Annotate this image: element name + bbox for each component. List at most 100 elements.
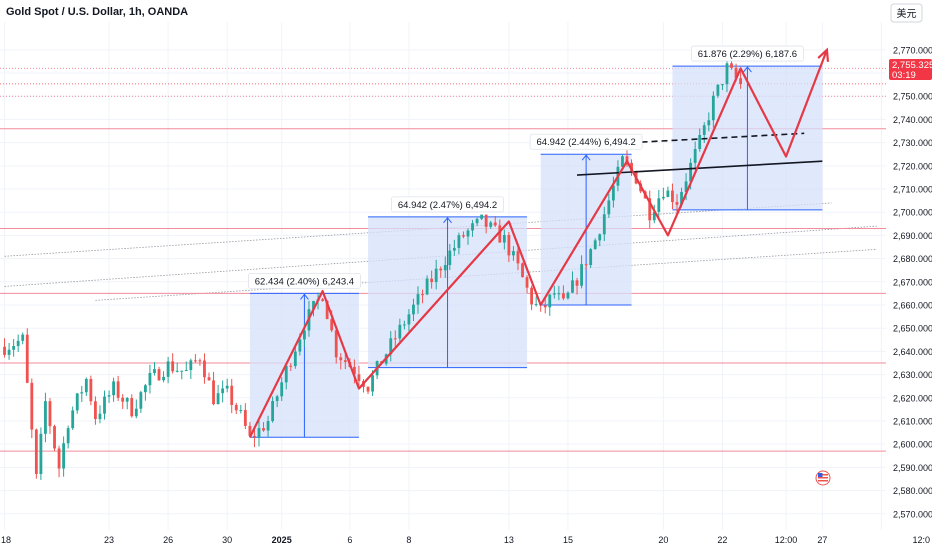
candle-body xyxy=(557,293,561,295)
candle-body xyxy=(284,365,288,383)
measure-arrow-head xyxy=(443,217,452,224)
candle-body xyxy=(371,375,374,392)
candle-body xyxy=(298,339,302,352)
candle-body xyxy=(171,361,175,372)
price-tick-label: 2,600.000 xyxy=(893,440,932,450)
candle-body xyxy=(480,214,484,219)
solid-trend-line xyxy=(576,160,823,176)
time-tick-label: 26 xyxy=(163,535,173,545)
candle-body xyxy=(148,372,152,386)
candle-body xyxy=(330,319,334,331)
price-tick-label: 2,680.000 xyxy=(893,254,932,264)
price-tick-label: 2,590.000 xyxy=(893,463,932,473)
candle-body xyxy=(661,196,665,199)
candle-body xyxy=(30,382,34,430)
candle-body xyxy=(157,369,161,381)
candle-body xyxy=(512,251,515,256)
candle-body xyxy=(212,380,215,405)
candle-body xyxy=(698,134,702,150)
candle-body xyxy=(580,264,583,286)
price-tick-label: 2,690.000 xyxy=(893,231,932,241)
candle-body xyxy=(339,357,343,361)
time-tick-label: 15 xyxy=(563,535,573,545)
time-tick-label: 6 xyxy=(347,535,352,545)
current-price-value: 2,755.325 xyxy=(892,60,932,71)
candle-body xyxy=(548,294,552,308)
candle-body xyxy=(198,360,202,362)
candle-body xyxy=(112,381,115,396)
candle-body xyxy=(666,190,670,197)
candle-body xyxy=(303,330,306,340)
zigzag-path xyxy=(248,49,828,438)
time-tick-label: 12:00 xyxy=(775,535,798,545)
time-tick-label: 23 xyxy=(104,535,114,545)
price-tick-label: 2,750.000 xyxy=(893,92,932,102)
measure-arrow-head xyxy=(300,293,309,300)
measure-label-box xyxy=(691,45,804,62)
candle-body xyxy=(44,401,47,434)
measure-label-box xyxy=(529,133,643,150)
candle-body xyxy=(266,421,270,431)
candle-body xyxy=(648,198,652,221)
candle-body xyxy=(71,410,75,429)
candle-body xyxy=(630,162,633,172)
candle-body xyxy=(402,324,406,326)
price-tick-label: 2,720.000 xyxy=(893,161,932,171)
measure-label-box xyxy=(391,196,504,213)
currency-button[interactable]: 美元 xyxy=(890,3,923,23)
candle-body xyxy=(139,392,143,409)
time-tick-label: 18 xyxy=(1,535,11,545)
time-axis[interactable]: 18 23 26 30 2025 6 8 13 15 20 22 12:00 27 12:0 xyxy=(1,535,930,545)
candle-body xyxy=(457,235,461,248)
price-tick-label: 2,610.000 xyxy=(893,416,932,426)
candle-body xyxy=(275,396,279,401)
candle-body xyxy=(721,84,724,86)
candle-body xyxy=(493,222,497,226)
candle-body xyxy=(502,234,506,243)
candle-body xyxy=(521,263,524,278)
candle-body xyxy=(439,268,443,271)
candle-body xyxy=(289,365,293,367)
candle-body xyxy=(98,413,102,420)
time-tick-label: 8 xyxy=(406,535,411,545)
us-flag-icon[interactable] xyxy=(815,470,831,486)
candle-body xyxy=(684,181,688,192)
time-tick-label: 22 xyxy=(717,535,727,545)
candle-body xyxy=(571,280,574,293)
price-tick-label: 2,770.000 xyxy=(893,45,932,55)
candle-body xyxy=(707,120,711,126)
price-axis[interactable]: 2,570.000 2,580.000 2,590.000 2,600.000 2,61… xyxy=(893,45,932,519)
candle-body xyxy=(462,235,465,237)
price-tick-label: 2,630.000 xyxy=(893,370,932,380)
candle-body xyxy=(184,370,188,372)
candle-body xyxy=(366,386,370,392)
current-price-tag: 2,755.325 03:19 xyxy=(889,59,932,81)
candle-body xyxy=(680,191,683,205)
candle-body xyxy=(561,293,565,299)
price-tick-label: 2,580.000 xyxy=(893,486,932,496)
candle-body xyxy=(675,202,679,205)
measure-labels: 62.434 (2.40%) 6,243.4 64.942 (2.47%) 6,4… xyxy=(248,45,804,289)
candle-body xyxy=(257,428,261,438)
candle-body xyxy=(121,397,125,402)
candle-body xyxy=(352,366,356,375)
measure-boxes[interactable] xyxy=(249,65,823,438)
projection-zigzag[interactable] xyxy=(248,47,830,438)
currency-label: 美元 xyxy=(897,7,917,20)
candle-body xyxy=(216,393,220,405)
candle-body xyxy=(739,78,743,85)
price-tick-label: 2,660.000 xyxy=(893,300,932,310)
price-tick-label: 2,700.000 xyxy=(893,208,932,218)
price-tick-label: 2,570.000 xyxy=(893,509,932,519)
candle-body xyxy=(21,334,25,341)
price-tick-label: 2,650.000 xyxy=(893,324,932,334)
candle-body xyxy=(471,223,474,231)
candle-body xyxy=(203,360,206,378)
candle-body xyxy=(25,334,29,383)
candle-body xyxy=(66,428,70,444)
candle-body xyxy=(39,433,43,474)
candle-body xyxy=(452,247,456,251)
candle-body xyxy=(57,448,61,469)
